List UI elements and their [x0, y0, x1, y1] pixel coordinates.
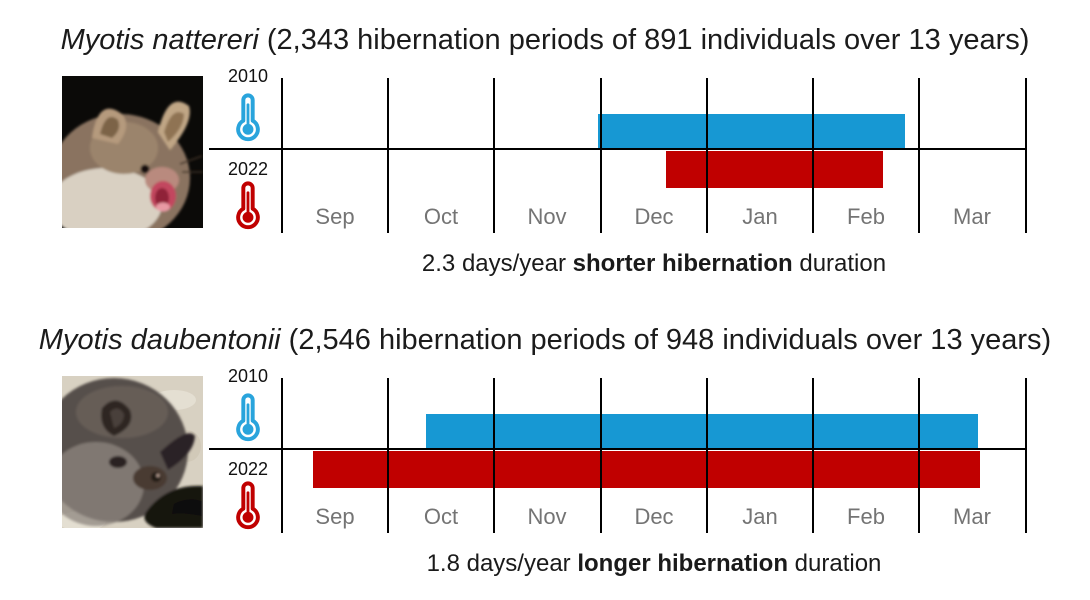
month-label-jan: Jan: [742, 504, 778, 529]
axis-tick: [387, 378, 389, 533]
section-myotis-daubentonii: Myotis daubentonii (2,546 hibernation pe…: [0, 300, 1090, 600]
month-label-sep: Sep: [315, 504, 355, 529]
month-label-dec: Dec: [634, 204, 674, 229]
month-label-feb: Feb: [847, 504, 885, 529]
title-stats: (2,546 hibernation periods of 948 indivi…: [288, 324, 1052, 356]
hibernation-bar-2010: [597, 114, 905, 149]
caption-emphasis: shorter hibernation: [572, 250, 793, 277]
axis-tick: [1025, 78, 1027, 233]
axis-tick: [493, 378, 495, 533]
axis-tick: [918, 378, 920, 533]
month-label-sep: Sep: [315, 204, 355, 229]
result-caption: 1.8 days/year longer hibernation duratio…: [282, 548, 1026, 580]
axis-tick: [918, 78, 920, 233]
month-label-nov: Nov: [527, 504, 567, 529]
caption-suffix: duration: [792, 250, 887, 277]
timeline-axis: [209, 148, 1027, 150]
species-name: Myotis daubentonii: [38, 324, 281, 356]
axis-tick: [493, 78, 495, 233]
axis-tick: [387, 78, 389, 233]
month-label-mar: Mar: [953, 504, 991, 529]
year-label-2022: 2022: [227, 459, 269, 479]
axis-tick: [812, 78, 814, 233]
hibernation-bar-2022: [665, 151, 883, 188]
hibernation-bar-2022: [312, 451, 981, 488]
axis-tick: [1025, 378, 1027, 533]
thermometer-2022-icon: [236, 481, 260, 530]
axis-tick: [706, 78, 708, 233]
axis-tick: [600, 378, 602, 533]
axis-tick: [706, 378, 708, 533]
month-label-nov: Nov: [527, 204, 567, 229]
axis-tick: [812, 378, 814, 533]
month-label-oct: Oct: [423, 204, 459, 229]
hibernation-bar-2010: [425, 414, 979, 449]
caption-prefix: 2.3 days/year: [421, 250, 573, 277]
month-label-feb: Feb: [847, 204, 885, 229]
thermometer-2010-icon: [236, 93, 260, 142]
year-label-2022: 2022: [227, 159, 269, 179]
caption-emphasis: longer hibernation: [577, 550, 788, 577]
axis-tick: [281, 78, 283, 233]
month-label-oct: Oct: [423, 504, 459, 529]
timeline-axis: [209, 448, 1027, 450]
section-title: Myotis daubentonii (2,546 hibernation pe…: [0, 322, 1090, 358]
bat-photo-daubentonii: [62, 376, 203, 528]
section-myotis-nattereri: Myotis nattereri (2,343 hibernation peri…: [0, 22, 1090, 280]
month-label-jan: Jan: [742, 204, 778, 229]
year-label-2010: 2010: [227, 66, 269, 86]
axis-tick: [281, 378, 283, 533]
species-name: Myotis nattereri: [60, 24, 259, 56]
month-label-dec: Dec: [634, 504, 674, 529]
thermometer-2022-icon: [236, 181, 260, 230]
bat-photo-nattereri: [62, 76, 203, 228]
month-label-mar: Mar: [953, 204, 991, 229]
caption-prefix: 1.8 days/year: [426, 550, 578, 577]
caption-suffix: duration: [788, 550, 882, 577]
title-stats: (2,343 hibernation periods of 891 indivi…: [266, 24, 1030, 56]
result-caption: 2.3 days/year shorter hibernation durati…: [282, 248, 1026, 280]
year-label-2010: 2010: [227, 366, 269, 386]
axis-tick: [600, 78, 602, 233]
section-title: Myotis nattereri (2,343 hibernation peri…: [0, 22, 1090, 58]
thermometer-2010-icon: [236, 393, 260, 442]
